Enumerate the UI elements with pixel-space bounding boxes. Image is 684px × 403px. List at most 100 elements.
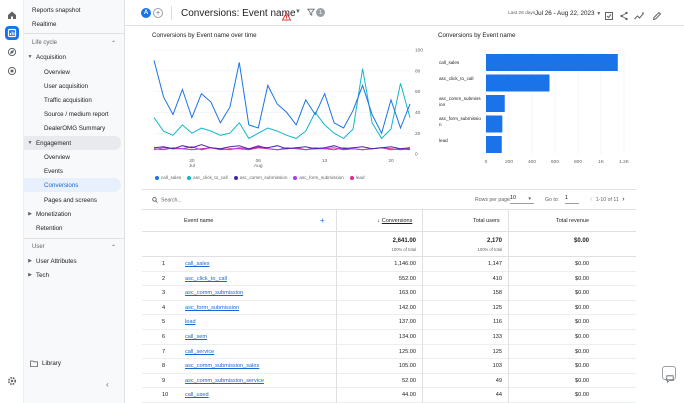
nav-source-medium-report[interactable]: Source / medium report <box>24 107 121 121</box>
bar-asc_form_submission[interactable] <box>486 115 503 133</box>
next-page-icon[interactable]: › <box>622 196 625 203</box>
table-row[interactable]: 10 call_used 44.00 44 $0.00 <box>142 388 636 403</box>
table-row[interactable]: 6 call_sem 134.00 133 $0.00 <box>142 330 636 345</box>
nav-retention[interactable]: Retention <box>24 221 121 235</box>
event-name[interactable]: lead <box>185 319 196 326</box>
comparison-avatar[interactable]: A <box>141 8 151 18</box>
event-name-link[interactable]: lead <box>185 319 196 325</box>
column-header-event-name[interactable]: Event name <box>184 218 214 224</box>
event-name-link[interactable]: asc_comm_submission <box>185 290 243 296</box>
table-row[interactable]: 7 call_service 125.00 125 $0.00 <box>142 345 636 360</box>
nav-engagement-overview[interactable]: Overview <box>24 150 121 164</box>
table-row[interactable]: 1 call_sales 1,146.00 1,147 $0.00 <box>142 257 636 272</box>
edit-pencil-icon[interactable] <box>652 8 662 21</box>
nav-dealeromg-summary[interactable]: DealerOMG Summary <box>24 121 121 135</box>
rows-per-page-select[interactable]: 10 ▼ <box>510 195 534 204</box>
event-name-link[interactable]: call_sem <box>185 334 207 340</box>
nav-acquisition-overview[interactable]: Overview <box>24 65 121 79</box>
nav-traffic-acquisition[interactable]: Traffic acquisition <box>24 93 121 107</box>
bar-asc_comm_submission[interactable] <box>486 95 505 112</box>
nav-reports-snapshot[interactable]: Reports snapshot <box>24 3 121 17</box>
series-line-asc_comm_submission[interactable] <box>153 144 411 150</box>
table-row[interactable]: 8 asc_comm_submission_sales 105.00 103 $0.00 <box>142 359 636 374</box>
add-comparison-icon[interactable]: + <box>153 8 163 18</box>
nav-tech[interactable]: ▶ Tech <box>24 268 121 282</box>
table-row[interactable]: 9 asc_comm_submission_service 52.00 49 $0.00 <box>142 374 636 389</box>
nav-engagement[interactable]: ▼ Engagement <box>24 136 121 150</box>
event-name[interactable]: asc_comm_submission_sales <box>185 363 260 370</box>
nav-conversions[interactable]: Conversions <box>24 178 121 192</box>
nav-acquisition[interactable]: ▼ Acquisition <box>24 50 121 64</box>
column-header-total-revenue[interactable]: Total revenue <box>556 218 590 224</box>
event-name-link[interactable]: call_sales <box>185 261 210 267</box>
event-name[interactable]: asc_comm_submission <box>185 290 244 297</box>
legend-item[interactable]: asc_comm_submission <box>233 175 287 180</box>
explore-icon[interactable] <box>5 45 19 59</box>
nav-events[interactable]: Events <box>24 164 121 178</box>
event-name[interactable]: call_sem <box>185 333 208 340</box>
table-row[interactable]: 4 asc_form_submission 142.00 125 $0.00 <box>142 301 636 316</box>
column-header-conversions[interactable]: ↓ Conversions <box>377 218 412 224</box>
event-name-link[interactable]: asc_comm_submission_sales <box>185 363 259 369</box>
total-revenue-cell: $0.00 <box>575 348 589 355</box>
legend-item[interactable]: call_sales <box>155 175 181 180</box>
bar-asc_click_to_call[interactable] <box>486 74 550 92</box>
table-row[interactable]: 5 lead 137.00 116 $0.00 <box>142 315 636 330</box>
bar-chart[interactable]: 0 200 400 600 800 1K 1.2K <box>476 46 636 168</box>
event-name[interactable]: call_service <box>185 348 215 355</box>
home-icon[interactable] <box>5 8 19 22</box>
bar-call_sales[interactable] <box>486 54 618 71</box>
event-name-link[interactable]: asc_comm_submission_service <box>185 378 264 384</box>
chevron-up-icon[interactable]: ⌃ <box>110 41 116 47</box>
column-header-total-users[interactable]: Total users <box>473 218 500 224</box>
chevron-up-icon[interactable]: ⌃ <box>110 245 116 251</box>
share-icon[interactable] <box>619 8 629 21</box>
bar-category-label: call_sales <box>439 60 460 65</box>
customize-report-icon[interactable] <box>604 8 614 20</box>
add-dimension-icon[interactable]: + <box>320 216 325 225</box>
nav-pages-and-screens[interactable]: Pages and screens <box>24 193 121 207</box>
event-name[interactable]: call_sales <box>185 261 210 267</box>
event-name[interactable]: asc_click_to_call <box>185 275 227 282</box>
legend-item[interactable]: asc_form_submission <box>293 175 344 180</box>
warning-icon[interactable] <box>281 8 292 26</box>
event-name-link[interactable]: asc_form_submission <box>185 305 239 311</box>
row-index: 2 <box>162 275 166 282</box>
event-name[interactable]: call_used <box>185 392 209 399</box>
series-line-call_sales[interactable] <box>153 60 411 135</box>
table-search[interactable]: Search... <box>152 197 182 203</box>
filter-icon[interactable] <box>307 8 315 18</box>
series-line-asc_click_to_call[interactable] <box>153 68 411 140</box>
nav-monetization[interactable]: ▶ Monetization <box>24 207 121 221</box>
insights-icon[interactable] <box>634 8 645 20</box>
advertising-icon[interactable] <box>5 64 19 78</box>
table-row[interactable]: 2 asc_click_to_call 552.00 410 $0.00 <box>142 272 636 287</box>
event-name-link[interactable]: call_used <box>185 392 209 398</box>
row-index: 9 <box>162 377 166 384</box>
nav-library[interactable]: Library <box>24 356 121 370</box>
bar-lead[interactable] <box>486 136 502 153</box>
legend-item[interactable]: lead <box>349 175 365 180</box>
table-row[interactable]: 3 asc_comm_submission 163.00 158 $0.00 <box>142 286 636 301</box>
previous-page-icon[interactable]: ‹ <box>590 196 593 203</box>
gear-icon[interactable] <box>5 374 19 388</box>
event-name[interactable]: asc_comm_submission_service <box>185 377 264 384</box>
title-dropdown-icon[interactable]: ▼ <box>295 9 301 15</box>
event-name-link[interactable]: call_service <box>185 349 214 355</box>
nav-user-acquisition[interactable]: User acquisition <box>24 79 121 93</box>
legend-item[interactable]: asc_click_to_call <box>187 175 228 180</box>
nav-label: Acquisition <box>36 53 66 61</box>
nav-realtime[interactable]: Realtime <box>24 17 121 31</box>
filter-count-badge[interactable]: 1 <box>316 8 325 17</box>
goto-page-input[interactable]: 1 <box>565 195 579 204</box>
collapse-nav-icon[interactable]: ‹ <box>106 380 109 389</box>
series-line-asc_form_submission[interactable] <box>153 145 411 151</box>
date-range-picker[interactable]: Jul 26 - Aug 22, 2023 ▼ <box>535 10 601 17</box>
x-tick-label: 06 <box>256 158 262 164</box>
reports-icon[interactable] <box>5 26 19 40</box>
event-name-link[interactable]: asc_click_to_call <box>185 276 227 282</box>
nav-user-attributes[interactable]: ▶ User Attributes <box>24 254 121 268</box>
feedback-button[interactable] <box>662 366 676 384</box>
event-name[interactable]: asc_form_submission <box>185 304 240 311</box>
